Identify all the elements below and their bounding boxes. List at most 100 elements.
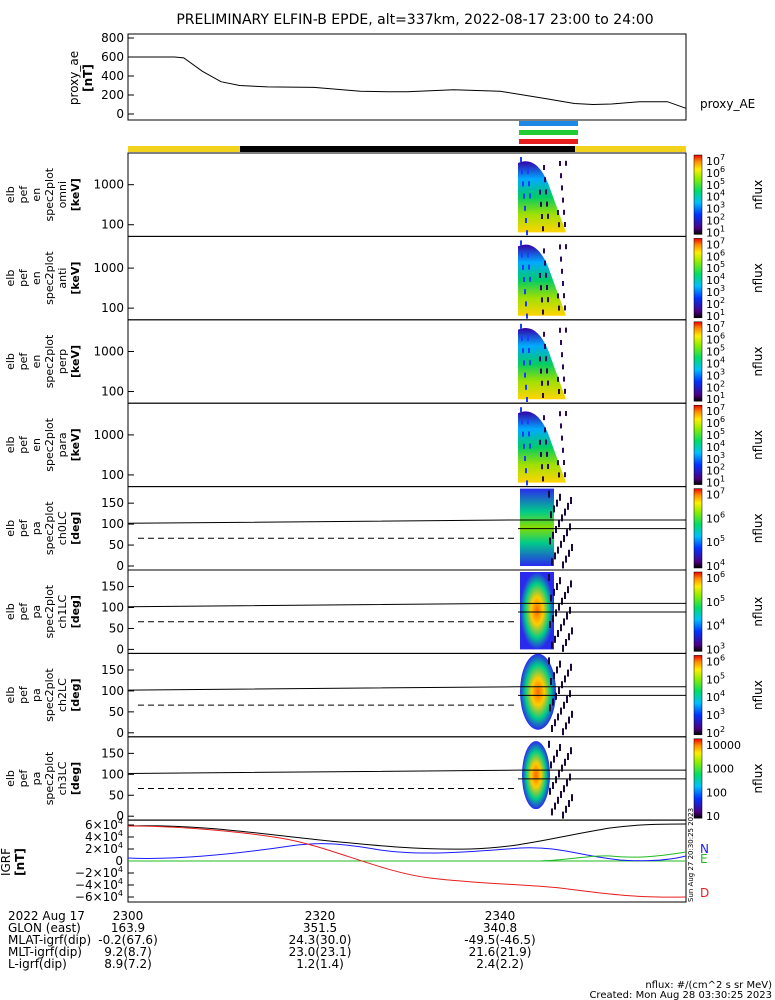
panel-ylabel: [deg] (69, 595, 82, 628)
panel-tick-label: 100 (101, 601, 124, 615)
spectrogram-speckle (562, 728, 564, 736)
proxy-ae-tick-label: 800 (101, 31, 124, 45)
colorbar-tick-label: 101 (706, 224, 725, 239)
spectrogram-speckle (560, 256, 562, 262)
igrf-tick-label: 2×104 (85, 841, 123, 856)
spectrogram-speckle (559, 327, 561, 333)
spectrogram-speckle (521, 169, 523, 175)
panel-ylabel: perp (56, 349, 69, 374)
panel-ylabel: en (30, 188, 43, 202)
footer-row-label: MLT-igrf(dip) (8, 945, 82, 959)
spectrogram-speckle (563, 376, 565, 382)
igrf-panel: IGRF [nT] 6×1044×1042×1040−2×104−4×104−6… (0, 808, 709, 904)
panel-ylabel: [deg] (69, 512, 82, 545)
colorbar-tick-label: 104 (706, 272, 725, 287)
panel-ylabel: anti (56, 268, 69, 289)
spectrogram-speckle (554, 635, 556, 643)
spectrogram-speckle (555, 609, 557, 617)
spectrogram-speckle (527, 335, 529, 341)
colorbar-tick-label: 104 (706, 189, 725, 204)
colorbar-tick-label: 102 (706, 296, 725, 311)
panel-ylabel: [keV] (69, 178, 82, 211)
spectrogram-speckle (522, 264, 524, 270)
spectrogram-speckle (520, 240, 522, 246)
footer-row-value: 2300 (113, 909, 144, 923)
spectrogram-speckle (540, 285, 542, 291)
colorbar-tick-label: 107 (706, 153, 725, 168)
panel-ylabel: pef (17, 352, 30, 371)
spectrogram-speckle (562, 561, 564, 569)
spectrogram-speckle (544, 427, 546, 433)
colorbar-tick-label: 107 (706, 320, 725, 335)
spectrogram-panel-8: elb pef pa spec2plot ch3LC [deg] 150 100 50 0 1000… (4, 736, 765, 823)
panel-ylabel: spec2plot (43, 584, 56, 638)
footer-row-value: 340.8 (483, 921, 517, 935)
spectrogram-speckle (563, 209, 565, 215)
spectrogram-speckle (549, 704, 551, 712)
spectrogram-data (522, 741, 550, 810)
spectrogram-speckle (547, 464, 549, 469)
colorbar-label: nflux (751, 180, 765, 210)
proxy-ae-ylabel: proxy_ae (67, 51, 81, 105)
spectrogram-speckle (546, 201, 548, 207)
spectrogram-speckle (563, 785, 565, 793)
spectrogram-speckle (548, 490, 550, 498)
panel-ylabel: spec2plot (43, 668, 56, 722)
colorbar (693, 404, 703, 485)
panel-tick-label: 100 (101, 684, 124, 698)
spectrogram-speckle (528, 348, 530, 353)
spectrogram-speckle (559, 244, 561, 250)
spectrogram-speckle (544, 344, 546, 349)
colorbar-tick-label: 104 (706, 439, 725, 454)
spectrogram-speckle (565, 411, 567, 416)
spectrogram-speckle (521, 336, 523, 341)
spectrogram-speckle (557, 713, 559, 721)
spectrogram-speckle (547, 213, 549, 219)
spectrogram-speckle (561, 268, 563, 274)
footer-row-value: 23.0(23.1) (289, 945, 352, 959)
spectrogram-speckle (540, 368, 542, 374)
bar-yellow-left (128, 146, 240, 152)
spectrogram-speckle (543, 331, 545, 337)
spectrogram-speckle (564, 592, 566, 599)
panel-ylabel: pef (17, 435, 30, 454)
igrf-ylabel-unit: [nT] (13, 848, 27, 876)
colorbar-tick-label: 10000 (706, 739, 741, 752)
panel-ylabel: elb (4, 687, 17, 704)
spectrogram-speckle (539, 273, 541, 278)
colorbar (693, 655, 703, 736)
footer-row-value: 24.3(30.0) (289, 933, 352, 947)
spectrogram-speckle (522, 181, 524, 187)
spectrogram-speckle (550, 761, 552, 769)
spectrogram-speckle (556, 749, 558, 757)
colorbar-tick-label: 100 (706, 786, 727, 799)
panel-tick-label: 100 (101, 517, 124, 531)
spectrogram-speckle (564, 675, 566, 683)
colorbar (693, 571, 703, 652)
igrf-series-line-d (127, 825, 687, 898)
colorbar-tick-label: 102 (706, 725, 725, 740)
panel-ylabel: pef (17, 769, 30, 788)
spectrogram-speckle (520, 323, 522, 329)
colorbar-label: nflux (751, 764, 765, 794)
spectrogram-speckle (561, 764, 563, 772)
spectrogram-speckle (557, 630, 559, 637)
igrf-series-line-black (127, 823, 687, 850)
igrf-series-line-e (128, 851, 687, 862)
spectrogram-speckle (565, 639, 567, 646)
spectrogram-panels: elb pef en spec2plot omni [keV] 10001001071061… (4, 152, 765, 823)
colorbar-tick-label: 107 (706, 403, 725, 418)
spectrogram-panel-2: elb pef en spec2plot anti [keV] 10001001071061… (4, 235, 765, 323)
spectrogram-speckle (568, 800, 570, 807)
spectrogram-speckle (560, 423, 562, 429)
panel-ylabel: omni (56, 181, 69, 208)
footer-row-label: GLON (east) (8, 921, 81, 935)
bar-yellow-right (575, 146, 686, 152)
spectrogram-speckle (561, 352, 563, 358)
proxy-ae-yticks: 800 600 400 200 0 (101, 31, 134, 121)
spectrogram-speckle (542, 393, 544, 398)
spectrogram-speckle (552, 782, 554, 789)
proxy-ae-frame (127, 33, 687, 121)
spectrogram-speckle (564, 305, 566, 311)
panel-tick-label: 1000 (93, 428, 124, 442)
